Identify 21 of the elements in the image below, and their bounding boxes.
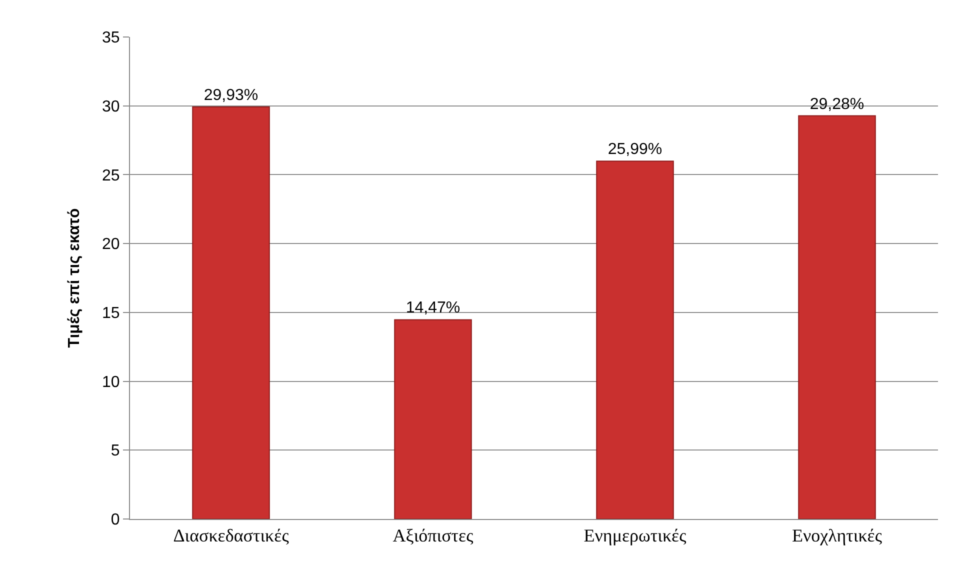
data-label: 29,93% bbox=[204, 86, 258, 104]
y-tick-label: 0 bbox=[110, 512, 120, 529]
x-tick-label: Ενοχλητικές bbox=[792, 526, 882, 546]
y-tick-label: 5 bbox=[110, 442, 120, 460]
y-tick-label: 25 bbox=[102, 167, 120, 184]
bar bbox=[798, 115, 876, 519]
y-tick-label: 15 bbox=[102, 305, 120, 322]
bar bbox=[596, 160, 674, 519]
x-tick-label: Αξιόπιστες bbox=[392, 526, 474, 546]
bar bbox=[192, 106, 270, 519]
y-tick-label: 20 bbox=[102, 236, 120, 254]
y-tick-label: 30 bbox=[102, 98, 120, 116]
y-tick-label: 10 bbox=[102, 374, 120, 391]
x-tick-label: Διασκεδαστικές bbox=[173, 526, 289, 546]
data-label: 25,99% bbox=[608, 141, 662, 158]
data-label: 14,47% bbox=[406, 300, 460, 317]
data-label: 29,28% bbox=[810, 96, 864, 113]
x-tick-label: Ενημερωτικές bbox=[584, 526, 686, 546]
bar bbox=[394, 319, 472, 519]
y-tick-label: 35 bbox=[102, 30, 120, 47]
y-axis-title: Τιμές επί τις εκατό bbox=[66, 208, 83, 348]
